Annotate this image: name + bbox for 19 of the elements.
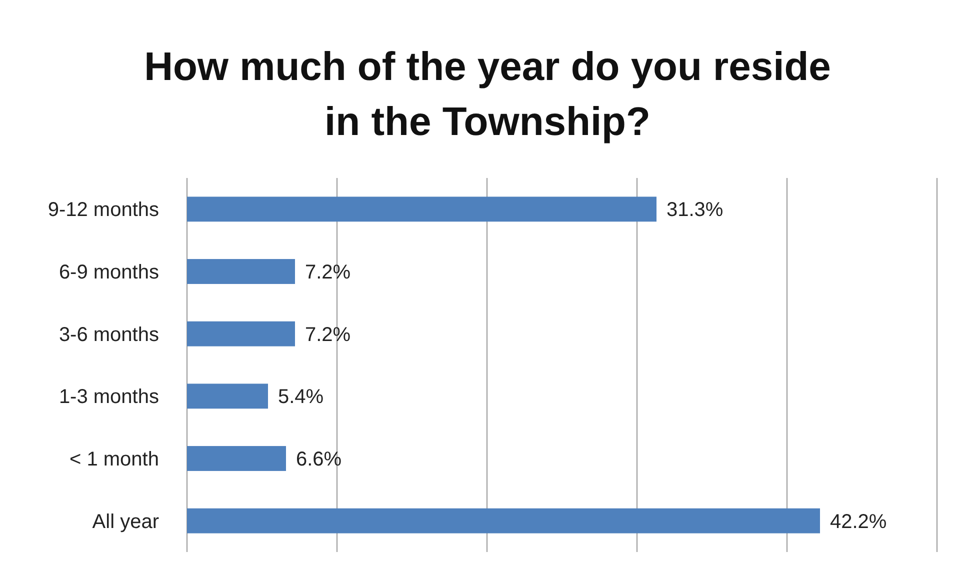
bar: [187, 259, 295, 284]
y-tick-label: 3-6 months: [58, 324, 159, 346]
y-tick-label: 9-12 months: [48, 199, 159, 222]
y-tick-label: 6-9 months: [58, 262, 159, 284]
bar: [187, 508, 820, 534]
data-label: 42.2%: [830, 510, 887, 533]
bar: [187, 384, 268, 409]
y-tick-label: 1-3 months: [58, 386, 159, 408]
bar: [187, 321, 295, 346]
data-label: 7.2%: [305, 324, 351, 346]
y-tick-label: All year: [92, 510, 160, 533]
data-label: 31.3%: [666, 199, 724, 222]
data-label: 7.2%: [305, 262, 351, 284]
chart-title: How much of the year do you reside in the Township?: [144, 45, 831, 144]
bar: [187, 196, 656, 222]
data-label: 6.6%: [296, 448, 342, 470]
y-tick-label: < 1 month: [69, 448, 159, 470]
data-label: 5.4%: [278, 386, 324, 408]
bar: [187, 446, 286, 471]
